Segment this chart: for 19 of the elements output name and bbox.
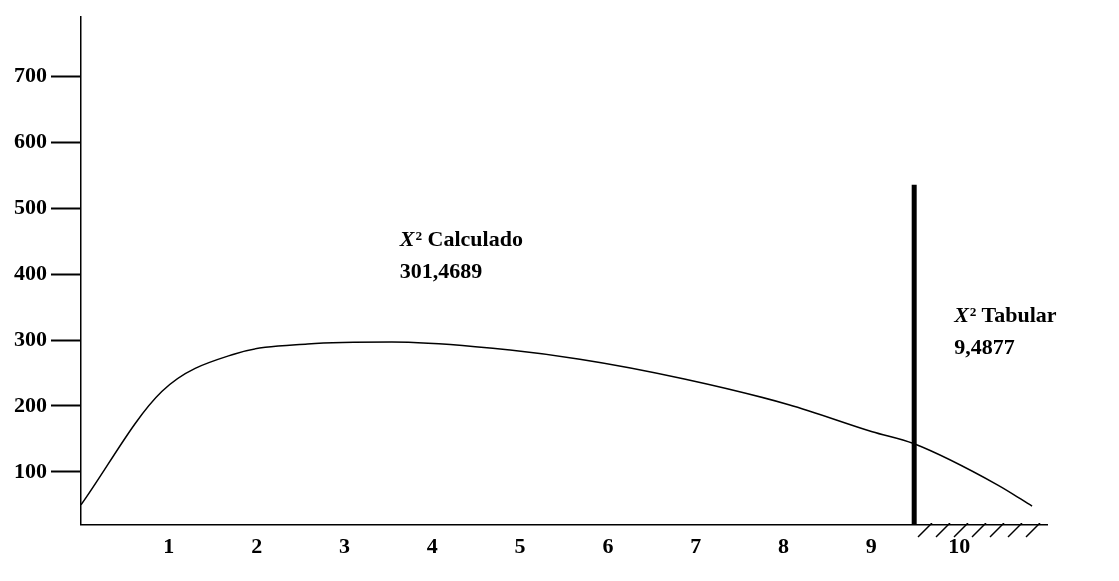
ref-line-label: X² Tabular 9,4877 (953, 301, 1057, 359)
x-tick-label: 1 (163, 533, 175, 559)
y-tick-label: 100 (14, 457, 47, 483)
x-tick-label: 8 (778, 533, 790, 559)
y-tick-label: 400 (14, 259, 47, 285)
y-tick-label: 300 (14, 325, 47, 351)
y-tick-label: 700 (14, 62, 47, 88)
x-tick-label: 4 (426, 533, 438, 559)
x-tick-label: 6 (602, 533, 614, 559)
x-tick-label: 3 (338, 533, 350, 559)
annotation: X² Calculado 301,4689 (398, 225, 523, 283)
x-tick-label: 9 (865, 533, 877, 559)
x-tick-label: 10 (948, 533, 971, 559)
y-tick-label: 500 (14, 193, 47, 219)
y-tick-label: 600 (14, 128, 47, 154)
y-tick-label: 200 (14, 391, 47, 417)
x-tick-label: 7 (690, 533, 702, 559)
x-tick-label: 5 (514, 533, 526, 559)
x-tick-label: 2 (251, 533, 263, 559)
